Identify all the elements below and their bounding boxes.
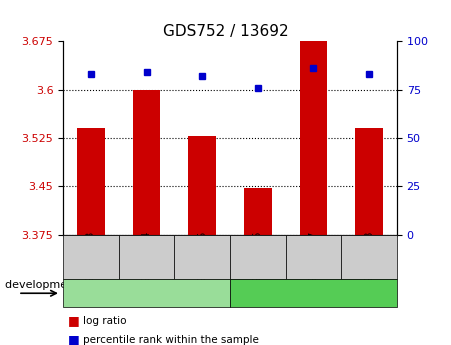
Text: log ratio: log ratio [83,316,127,326]
Text: GSM27754: GSM27754 [142,230,152,284]
Bar [244,188,272,235]
Bar [189,136,216,235]
Text: GSM27758: GSM27758 [364,230,374,284]
Bar [355,128,383,235]
Text: GSM27755: GSM27755 [197,230,207,284]
Text: percentile rank within the sample: percentile rank within the sample [83,335,259,345]
Bar [133,90,161,235]
Text: dormant blastocyst: dormant blastocyst [93,288,200,298]
Text: ■: ■ [68,333,79,345]
Text: ■: ■ [68,314,79,327]
Text: GDS752 / 13692: GDS752 / 13692 [163,24,288,39]
Bar [299,41,327,235]
Text: GSM27756: GSM27756 [253,230,263,284]
Text: GSM27753: GSM27753 [86,230,96,284]
Bar [77,128,105,235]
Text: development stage: development stage [5,280,113,289]
Text: GSM27757: GSM27757 [308,230,318,284]
Text: active blastocyst: active blastocyst [267,288,360,298]
